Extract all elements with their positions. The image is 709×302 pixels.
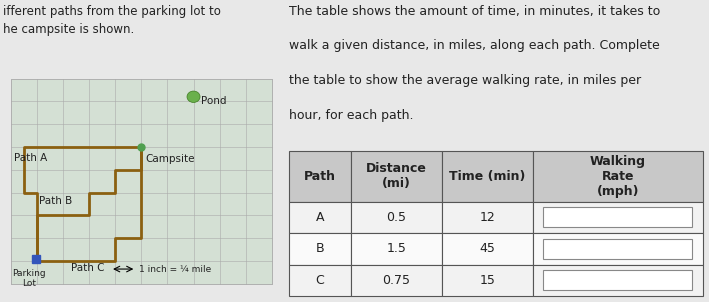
Bar [289, 265, 351, 296]
Text: he campsite is shown.: he campsite is shown. [3, 23, 134, 36]
Bar [289, 151, 351, 202]
Bar [289, 233, 351, 265]
Ellipse shape [187, 91, 200, 102]
Bar [442, 202, 533, 233]
Text: Path: Path [303, 170, 335, 183]
Text: C: C [316, 274, 324, 287]
Bar [351, 202, 442, 233]
Text: 0.5: 0.5 [386, 211, 406, 224]
Bar [533, 202, 703, 233]
Text: Parking
Lot: Parking Lot [13, 269, 46, 288]
Text: The table shows the amount of time, in minutes, it takes to: The table shows the amount of time, in m… [289, 5, 660, 18]
Text: 12: 12 [479, 211, 495, 224]
Bar [442, 265, 533, 296]
Bar [543, 270, 693, 290]
Text: Time (min): Time (min) [449, 170, 525, 183]
Text: ifferent paths from the parking lot to: ifferent paths from the parking lot to [3, 5, 220, 18]
Bar [11, 79, 272, 284]
Bar [351, 233, 442, 265]
Text: Path B: Path B [38, 196, 72, 206]
Bar [289, 202, 351, 233]
Text: B: B [316, 242, 324, 255]
Text: Campsite: Campsite [145, 154, 195, 164]
Bar [533, 265, 703, 296]
Text: 45: 45 [479, 242, 496, 255]
Text: Walking
Rate
(mph): Walking Rate (mph) [590, 155, 646, 198]
Bar [533, 233, 703, 265]
Bar [543, 207, 693, 227]
Text: A: A [316, 211, 324, 224]
Text: hour, for each path.: hour, for each path. [289, 109, 413, 122]
Text: 1 inch = ¼ mile: 1 inch = ¼ mile [139, 265, 211, 274]
Bar [351, 265, 442, 296]
Bar [351, 151, 442, 202]
Bar [533, 151, 703, 202]
Text: Path C: Path C [71, 263, 105, 273]
Text: 15: 15 [479, 274, 496, 287]
Bar [543, 239, 693, 259]
Text: Path A: Path A [13, 153, 47, 163]
Text: 1.5: 1.5 [386, 242, 406, 255]
Bar [442, 151, 533, 202]
Bar [442, 233, 533, 265]
Text: walk a given distance, in miles, along each path. Complete: walk a given distance, in miles, along e… [289, 39, 659, 52]
Text: Pond: Pond [201, 96, 227, 106]
Text: Distance
(mi): Distance (mi) [366, 162, 427, 190]
Text: 0.75: 0.75 [382, 274, 411, 287]
Text: the table to show the average walking rate, in miles per: the table to show the average walking ra… [289, 74, 641, 87]
